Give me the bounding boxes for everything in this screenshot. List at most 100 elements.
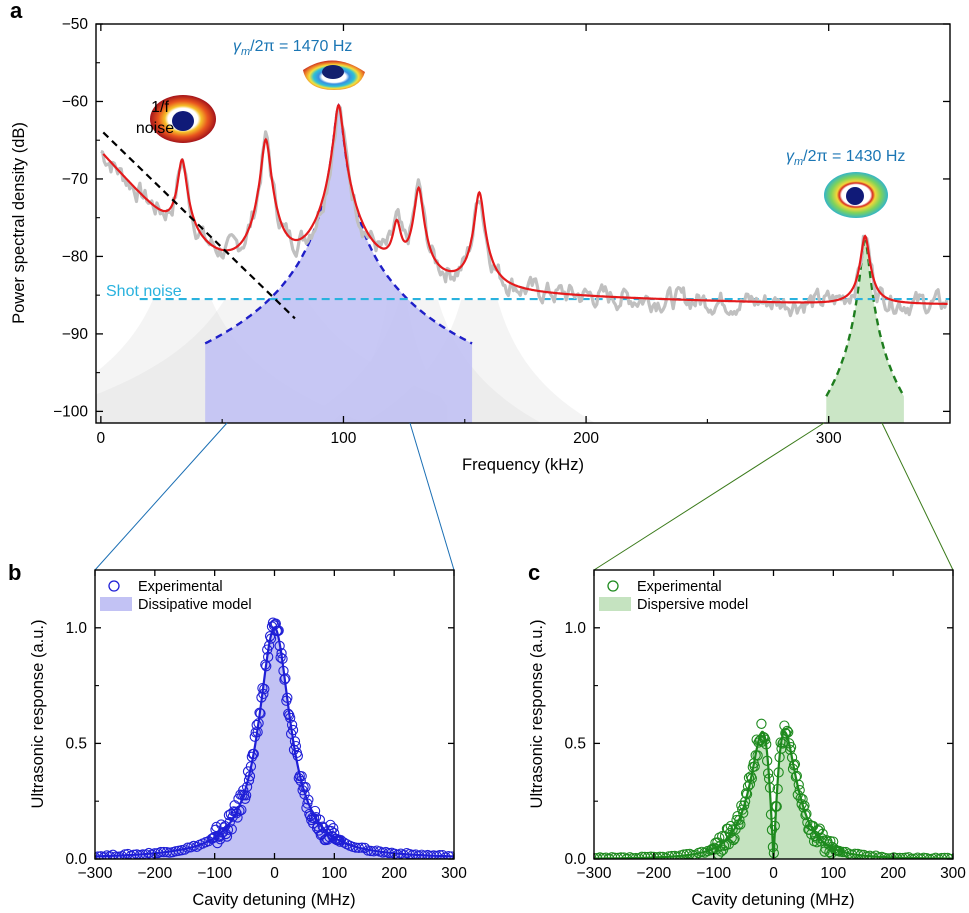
response-plot-c (594, 718, 953, 859)
experimental-point (762, 755, 773, 766)
experimental-point (765, 809, 777, 820)
experimental-point (280, 673, 291, 684)
experimental-point (764, 782, 776, 793)
experimental-point (741, 789, 753, 800)
experimental-point (300, 781, 311, 793)
y-tick-label: 1.0 (564, 620, 586, 637)
experimental-point (240, 790, 252, 801)
experimental-point (699, 847, 710, 858)
experimental-point (756, 718, 767, 729)
experimental-point (179, 844, 190, 855)
y-tick-label-a: −50 (62, 16, 89, 33)
experimental-point (263, 651, 274, 663)
experimental-point (767, 841, 779, 853)
grey-mode-fill-5 (297, 299, 662, 423)
legend-swatch-dissipative (100, 597, 132, 611)
experimental-point (265, 633, 277, 644)
x-tick-label: 0 (769, 865, 778, 882)
experimental-point (833, 845, 845, 857)
experimental-point (777, 738, 788, 749)
experimental-point (285, 712, 296, 724)
x-tick-label: 100 (321, 865, 347, 882)
experimental-point (759, 732, 770, 743)
experimental-point (289, 736, 301, 747)
experimental-point (735, 819, 746, 830)
experimental-point (771, 801, 782, 812)
experimental-point (302, 798, 313, 809)
experimental-point (782, 725, 793, 737)
axis-ticks-c: −300 −200 −100 0 100 200 300 0.0 0.5 1.0 (564, 570, 966, 882)
y-tick-label-a: −60 (62, 93, 89, 110)
annotation-gamma-98khz: γm/2π = 1470 Hz (233, 38, 352, 58)
experimental-point (788, 760, 800, 771)
fit-spectrum (102, 103, 948, 305)
experimental-point (793, 779, 804, 790)
response-plot-b (95, 617, 454, 859)
experimental-point (254, 707, 265, 718)
x-tick-label: 300 (441, 865, 467, 882)
experimental-point (314, 814, 326, 825)
legend-c: Experimental Dispersive model (599, 579, 748, 613)
axis-ticks-b: −300 −200 −100 0 100 200 300 0.0 0.5 1.0 (65, 570, 467, 882)
experimental-point (222, 824, 234, 836)
y-tick-label: 0.5 (564, 735, 586, 752)
experimental-point (253, 718, 264, 729)
experimental-point (786, 752, 798, 763)
experimental-point (317, 821, 328, 832)
y-tick-label: 0.0 (564, 851, 586, 868)
x-tick-label-a: 0 (97, 430, 106, 447)
legend-experimental-b: Experimental (138, 579, 223, 595)
panel-label-b: b (8, 560, 21, 585)
y-tick-label: 1.0 (65, 620, 87, 637)
mode-shape-inset-98khz (303, 60, 365, 90)
panel-c: −300 −200 −100 0 100 200 300 0.0 0.5 1.0 c Cavity… (528, 560, 966, 909)
legend-experimental-c: Experimental (637, 579, 722, 595)
experimental-point (772, 783, 783, 795)
gamma-subscript: m (794, 156, 803, 168)
gamma-subscript: m (241, 46, 250, 58)
experimental-point (260, 659, 271, 670)
gamma-divider: /2π (250, 38, 279, 55)
legend-b: Experimental Dissipative model (100, 579, 252, 613)
experimental-point (296, 771, 307, 782)
experimental-point (241, 781, 253, 793)
x-tick-label: −300 (78, 865, 113, 882)
x-tick-label-a: 100 (331, 430, 357, 447)
x-tick-label: 0 (270, 865, 279, 882)
gamma-divider: /2π (803, 148, 832, 165)
experimental-point (794, 784, 805, 796)
experimental-point (739, 796, 751, 807)
experimental-point (749, 761, 760, 772)
experimental-point (248, 748, 259, 760)
experimental-point (443, 850, 454, 859)
experimental-point (326, 825, 337, 837)
experimental-point (740, 788, 752, 799)
experimental-point (287, 724, 299, 736)
experimental-point (303, 794, 314, 805)
measured-spectrum (100, 105, 949, 318)
experimental-point (814, 823, 825, 834)
x-tick-label: −200 (137, 865, 172, 882)
mode-315khz-dashed (825, 238, 905, 397)
y-tick-label-a: −70 (62, 171, 89, 188)
experimental-point (325, 819, 336, 830)
experimental-point (809, 830, 821, 842)
connector-b-left (94, 422, 228, 571)
mode-shape-inset-315khz (824, 172, 888, 218)
annotation-gamma-315khz: γm/2π = 1430 Hz (786, 148, 905, 168)
axes-frame-c (593, 569, 954, 860)
panel-label-c: c (528, 560, 540, 585)
x-tick-label-a: 300 (816, 430, 842, 447)
experimental-point (293, 773, 304, 784)
legend-swatch-dispersive (599, 597, 631, 611)
experimental-point (687, 849, 698, 859)
experimental-point (769, 820, 780, 832)
experimental-point (728, 834, 739, 846)
x-tick-label: −300 (577, 865, 612, 882)
experimental-point (797, 793, 808, 805)
y-tick-label-a: −80 (62, 248, 89, 265)
gamma-value-98khz: = 1470 Hz (279, 38, 352, 55)
x-tick-label: −200 (636, 865, 671, 882)
experimental-point (230, 806, 241, 818)
